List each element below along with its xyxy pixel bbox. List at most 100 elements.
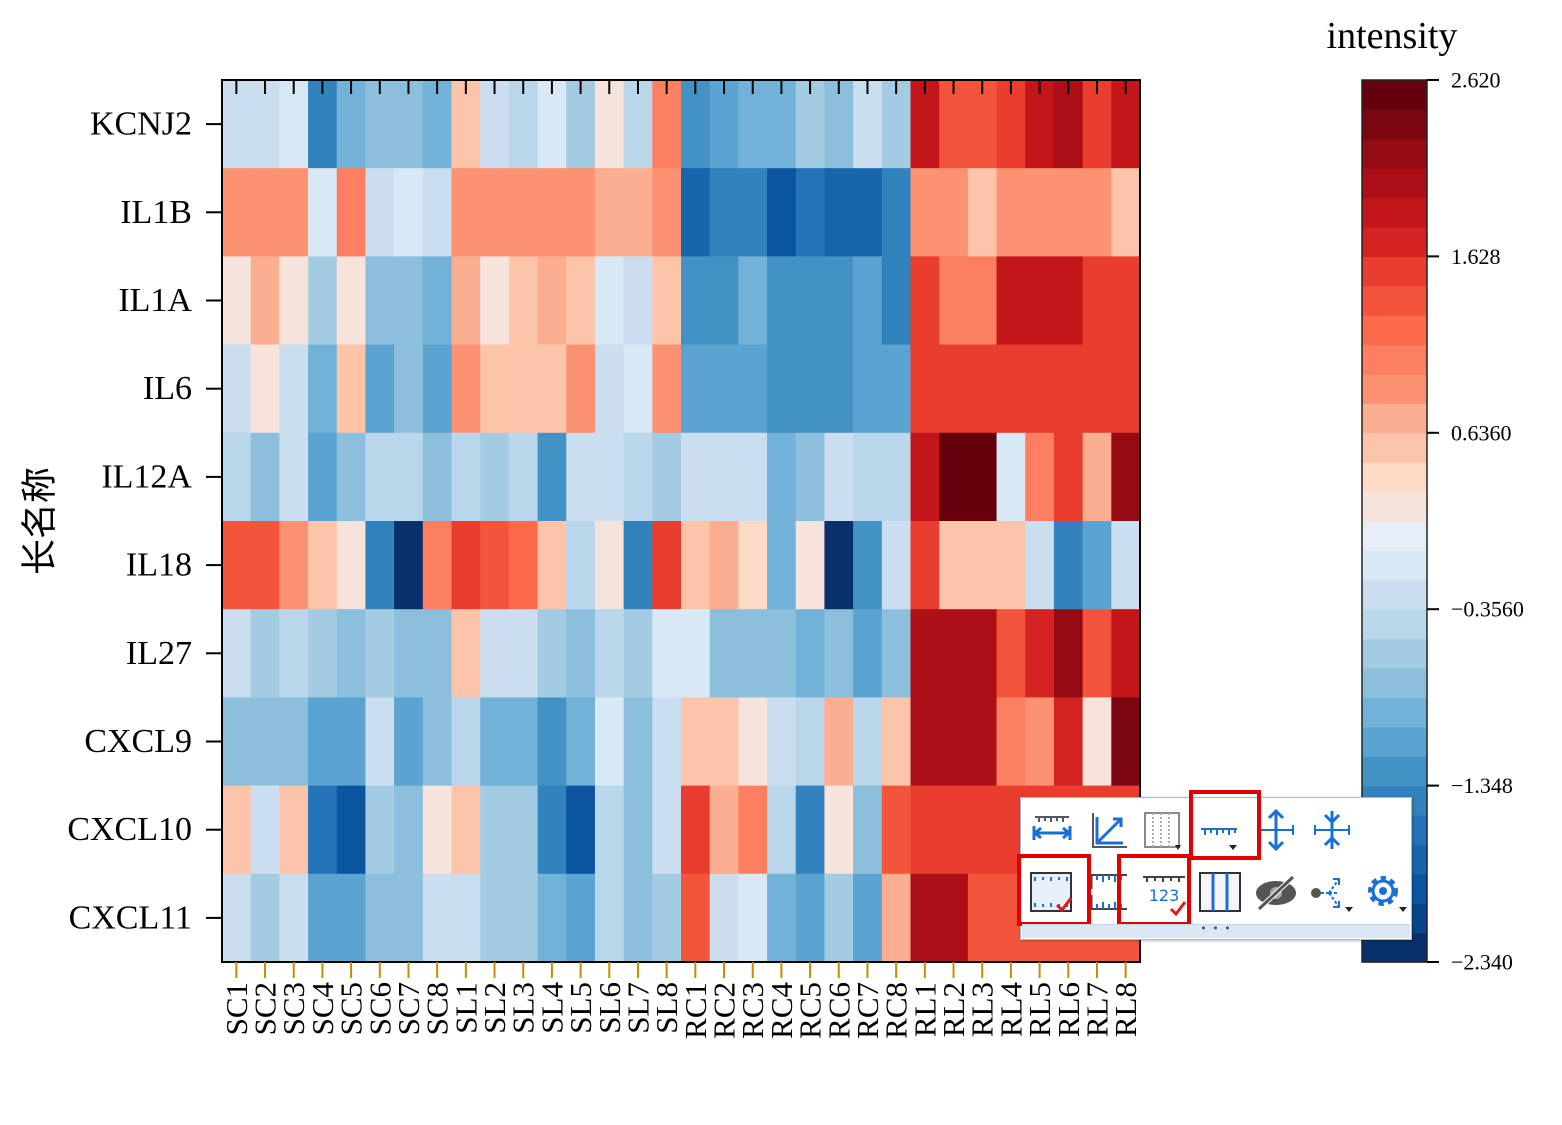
x-tick-label: RC4 (764, 982, 799, 1039)
shrink-height-button[interactable] (1305, 802, 1359, 858)
x-tick-label: RC2 (707, 982, 742, 1039)
heatmap-cell (795, 521, 826, 610)
heatmap-cell (594, 432, 625, 522)
heatmap-cell (996, 432, 1026, 522)
heatmap-cell (967, 432, 998, 522)
x-tick-label: SC6 (362, 982, 397, 1035)
hide-button[interactable] (1249, 864, 1303, 920)
heatmap-cell (738, 697, 768, 787)
heatmap-cell (1082, 521, 1112, 610)
x-tick-label: RL8 (1108, 982, 1143, 1037)
heatmap-cell (767, 344, 797, 434)
expand-height-icon (1258, 808, 1294, 852)
heatmap-cell (623, 873, 653, 963)
heatmap-cell (623, 609, 653, 698)
x-tick-label: SC4 (305, 982, 340, 1036)
color-scale-tick-label: 2.620 (1451, 68, 1501, 93)
heatmap-cell (881, 344, 912, 434)
x-tick-label: RL2 (936, 982, 971, 1037)
heatmap-cell (250, 785, 280, 875)
expand-height-button[interactable] (1249, 802, 1303, 858)
tick-labels-button[interactable]: 123 (1137, 864, 1191, 920)
heatmap-cell (881, 521, 912, 610)
heatmap-cell (652, 344, 682, 434)
heatmap-cell (537, 785, 567, 875)
heatmap-cell (250, 521, 280, 610)
heatmap-cell (250, 256, 280, 346)
settings-gear-button[interactable] (1359, 864, 1413, 920)
heatmap-cell (652, 609, 682, 698)
heatmap-cell (250, 80, 280, 169)
heatmap-cell (996, 521, 1026, 610)
heatmap-cell (623, 256, 653, 346)
heatmap-cell (824, 432, 854, 522)
heatmap-cell (967, 697, 998, 787)
heatmap-cell (422, 344, 453, 434)
heatmap-cell (1111, 697, 1141, 787)
heatmap-cell (480, 609, 510, 698)
heatmap-cell (336, 432, 367, 522)
heatmap-cell (1053, 521, 1084, 610)
heatmap-cell (881, 609, 912, 698)
heatmap-cell (422, 873, 453, 963)
color-scale-step (1362, 491, 1427, 522)
ruler-ticks-button[interactable] (1081, 864, 1135, 920)
heatmap-cell (394, 785, 424, 875)
heatmap-cell (566, 432, 596, 522)
heatmap-cell (623, 697, 653, 787)
heatmap-cell (853, 168, 883, 257)
heatmap-cell (824, 168, 854, 257)
heatmap-cell (537, 168, 567, 257)
rescale-x-button[interactable] (1025, 802, 1079, 858)
heatmap-cell (996, 344, 1026, 434)
heatmap-cell (939, 521, 969, 610)
heatmap-cell (910, 432, 940, 522)
color-scale-step (1362, 462, 1427, 493)
heatmap-cell (767, 873, 797, 963)
heatmap-cell (480, 256, 510, 346)
tick-direction-button[interactable] (1193, 802, 1247, 858)
heatmap-cell (566, 785, 596, 875)
heatmap-cell (853, 344, 883, 434)
heatmap-cell (594, 609, 625, 698)
axis-angle-button[interactable] (1081, 802, 1135, 858)
color-scale-step (1362, 726, 1427, 757)
heatmap-cell (939, 256, 969, 346)
heatmap-cell (767, 80, 797, 169)
color-scale-step (1362, 668, 1427, 698)
heatmap-cell (566, 873, 596, 963)
heatmap-cell (451, 785, 481, 875)
heatmap-cell (1025, 168, 1055, 257)
color-scale-step (1362, 109, 1427, 140)
x-tick-label: RL6 (1051, 982, 1086, 1037)
heatmap-cell (1025, 697, 1055, 787)
x-tick-label: RC6 (821, 982, 856, 1039)
heatmap-cell (394, 432, 424, 522)
heatmap-cell (365, 521, 395, 610)
plot-type-button[interactable] (1305, 864, 1359, 920)
heatmap-cell (623, 432, 653, 522)
column-border-button[interactable] (1193, 864, 1247, 920)
color-scale-step (1362, 80, 1427, 110)
heatmap-cell (480, 432, 510, 522)
heatmap-cell (767, 168, 797, 257)
heatmap-cell (824, 697, 854, 787)
heatmap-cell (738, 521, 768, 610)
heatmap-cell (1082, 256, 1112, 346)
heatmap-cell (594, 521, 625, 610)
frame-border-button[interactable] (1025, 864, 1079, 920)
heatmap-cell (967, 785, 998, 875)
grid-lines-button[interactable] (1137, 802, 1191, 858)
heatmap-cell (824, 80, 854, 169)
heatmap-cell (566, 609, 596, 698)
heatmap-cell (709, 785, 739, 875)
heatmap-cell (1053, 609, 1084, 698)
x-tick-label: SL4 (534, 982, 569, 1034)
heatmap-cell (279, 521, 309, 610)
rescale-x-icon (1032, 816, 1072, 840)
toolbar-more-handle[interactable]: • • • (1022, 923, 1410, 938)
heatmap-cell (480, 80, 510, 169)
heatmap-cell (795, 80, 826, 169)
heatmap-cell (1082, 168, 1112, 257)
heatmap-cell (222, 785, 252, 875)
